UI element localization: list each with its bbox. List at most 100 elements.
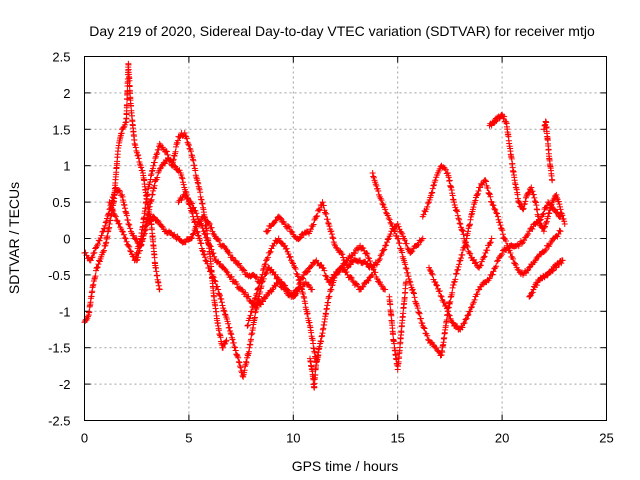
data-point bbox=[225, 271, 237, 285]
data-point bbox=[375, 191, 388, 211]
data-point bbox=[419, 200, 432, 220]
data-point bbox=[488, 235, 495, 242]
data-point bbox=[194, 213, 206, 231]
data-point bbox=[112, 213, 125, 233]
data-point bbox=[231, 257, 244, 270]
data-point bbox=[196, 235, 208, 261]
data-point bbox=[281, 242, 294, 261]
data-point bbox=[503, 119, 514, 152]
data-point bbox=[213, 257, 225, 270]
data-point bbox=[100, 210, 112, 235]
data-point bbox=[131, 140, 142, 159]
data-point bbox=[144, 165, 156, 198]
data-point bbox=[152, 164, 164, 184]
data-point bbox=[87, 244, 100, 264]
data-point bbox=[344, 258, 356, 271]
data-point bbox=[94, 228, 106, 249]
data-point bbox=[332, 265, 344, 278]
data-point bbox=[394, 323, 405, 373]
data-point bbox=[300, 265, 312, 278]
data-point bbox=[119, 228, 131, 248]
data-point bbox=[407, 279, 419, 307]
data-point bbox=[219, 338, 229, 351]
data-point bbox=[127, 97, 138, 143]
x-tick-label: 15 bbox=[390, 431, 404, 446]
data-point bbox=[319, 295, 332, 337]
series-arc-11 bbox=[426, 199, 564, 333]
data-point bbox=[265, 264, 277, 276]
data-point bbox=[244, 303, 257, 329]
series-arc-2 bbox=[81, 184, 263, 286]
data-point bbox=[256, 294, 269, 308]
data-point bbox=[213, 235, 225, 250]
data-point bbox=[135, 155, 146, 174]
data-point bbox=[112, 184, 125, 199]
data-point bbox=[482, 177, 495, 205]
data-point bbox=[244, 293, 256, 306]
data-point bbox=[513, 238, 525, 250]
data-point bbox=[288, 257, 300, 277]
data-point bbox=[494, 213, 507, 241]
data-point bbox=[89, 265, 100, 289]
y-tick-label: 1.5 bbox=[52, 122, 70, 137]
data-point bbox=[398, 280, 409, 329]
data-point bbox=[194, 177, 207, 211]
y-tick-label: 2 bbox=[63, 86, 70, 101]
data-point bbox=[382, 286, 389, 293]
tick-labels: 0 5 10 15 20 25 -2.5 -2 -1.5 -1 -0.5 0 0.5 1 1.5 2 2.5 bbox=[48, 50, 614, 446]
data-point bbox=[526, 289, 536, 300]
data-point bbox=[561, 220, 568, 227]
data-point bbox=[263, 287, 275, 300]
data-point bbox=[457, 220, 469, 248]
data-point bbox=[125, 242, 137, 260]
y-tick-label: 1 bbox=[63, 159, 70, 174]
data-point bbox=[332, 242, 344, 256]
y-axis-label: SDTVAR / TECUs bbox=[6, 182, 22, 294]
data-point bbox=[488, 258, 501, 278]
data-point bbox=[148, 220, 159, 269]
data-point bbox=[557, 206, 568, 225]
data-point bbox=[526, 259, 538, 271]
data-point bbox=[106, 199, 118, 219]
data-point bbox=[438, 293, 450, 312]
data-point bbox=[231, 278, 244, 292]
data-point bbox=[438, 311, 451, 358]
data-point bbox=[263, 245, 275, 264]
data-point bbox=[482, 239, 494, 257]
series-arc-5 bbox=[175, 191, 376, 309]
data-point bbox=[275, 213, 287, 226]
data-point bbox=[515, 199, 526, 212]
data-point bbox=[551, 227, 563, 242]
data-point bbox=[119, 191, 131, 224]
data-point bbox=[549, 177, 556, 184]
y-tick-label: 0.5 bbox=[52, 195, 70, 210]
data-point bbox=[432, 344, 444, 359]
data-point bbox=[545, 201, 555, 220]
series-arc-1 bbox=[81, 60, 163, 326]
data-point bbox=[463, 304, 475, 322]
data-point bbox=[432, 163, 444, 184]
data-point bbox=[263, 222, 275, 235]
data-point bbox=[545, 140, 553, 168]
data-point bbox=[319, 199, 332, 227]
data-point bbox=[139, 210, 152, 242]
data-point bbox=[94, 255, 104, 271]
data-point bbox=[325, 220, 338, 248]
data-point bbox=[208, 271, 221, 290]
data-point bbox=[463, 208, 476, 242]
data-point bbox=[344, 251, 356, 264]
series-arc-15 bbox=[540, 118, 556, 184]
series-arc-9 bbox=[369, 169, 564, 359]
data-point bbox=[146, 178, 159, 213]
data-point bbox=[532, 199, 543, 227]
data-point bbox=[156, 286, 163, 293]
data-point bbox=[432, 279, 444, 299]
data-point bbox=[190, 213, 202, 240]
data-point bbox=[294, 271, 307, 297]
data-point bbox=[125, 220, 137, 239]
data-point bbox=[171, 162, 183, 174]
series-arc-13 bbox=[486, 111, 568, 235]
data-point bbox=[451, 199, 463, 227]
data-point bbox=[400, 257, 413, 285]
data-point bbox=[538, 202, 551, 220]
